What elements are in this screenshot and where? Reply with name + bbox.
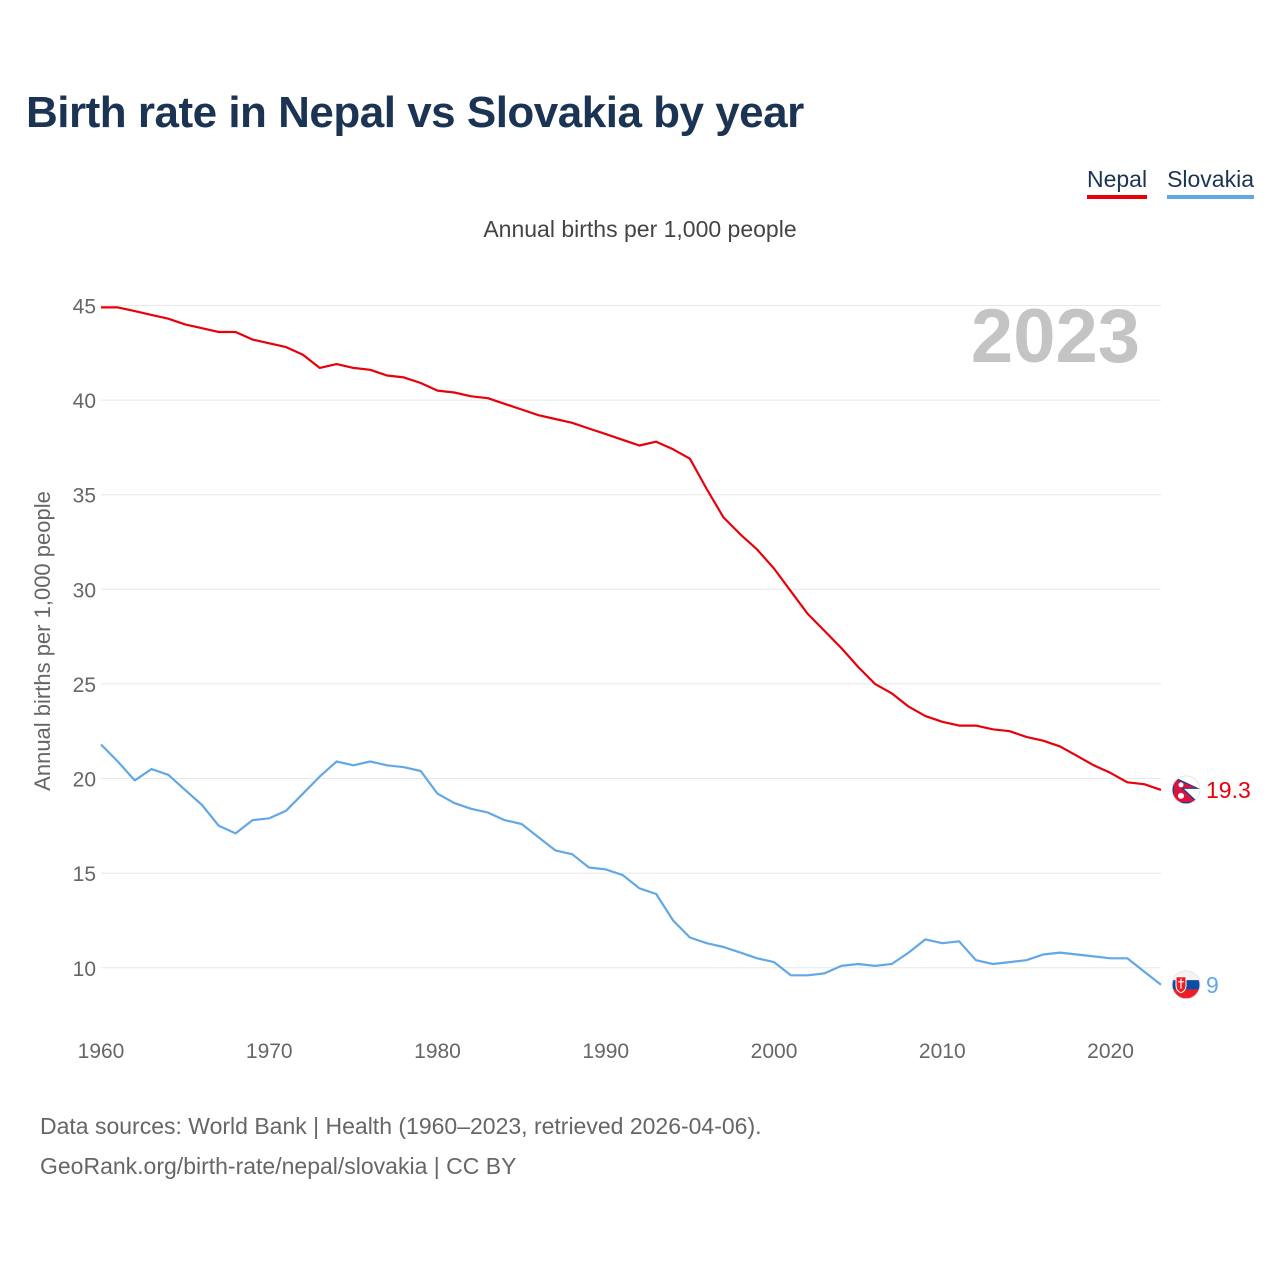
x-tick-2010: 2010: [919, 1040, 966, 1063]
series: [100, 306, 1162, 986]
x-tick-2000: 2000: [751, 1040, 798, 1063]
legend-item-slovakia[interactable]: Slovakia: [1167, 166, 1254, 199]
highlight-year: 2023: [971, 294, 1140, 379]
legend: Nepal Slovakia: [1086, 166, 1254, 199]
footer-sources: Data sources: World Bank | Health (1960–…: [40, 1113, 762, 1139]
chart-subtitle: Annual births per 1,000 people: [483, 216, 797, 242]
x-tick-1970: 1970: [246, 1040, 293, 1063]
y-tick-10: 10: [73, 958, 96, 981]
chart-title: Birth rate in Nepal vs Slovakia by year: [26, 88, 804, 137]
y-tick-20: 20: [73, 769, 96, 792]
x-axis-ticks: 1960 1970 1980 1990 2000 2010 2020: [78, 1040, 1134, 1063]
end-markers: 19.39: [1171, 775, 1251, 1000]
footer: Data sources: World Bank | Health (1960–…: [40, 1106, 762, 1186]
x-tick-2020: 2020: [1087, 1040, 1134, 1063]
x-tick-1960: 1960: [78, 1040, 125, 1063]
x-tick-1980: 1980: [414, 1040, 461, 1063]
y-axis-ticks: 10 15 20 25 30 35 40 45: [73, 295, 96, 980]
y-tick-35: 35: [73, 485, 96, 508]
legend-item-nepal[interactable]: Nepal: [1086, 166, 1148, 199]
footer-attribution: GeoRank.org/birth-rate/nepal/slovakia | …: [40, 1153, 517, 1179]
gridlines: [101, 304, 1161, 969]
end-label-slovakia: 9: [1206, 972, 1219, 998]
series-line-nepal: [101, 306, 1162, 791]
y-tick-30: 30: [73, 579, 96, 602]
y-tick-45: 45: [73, 295, 96, 318]
y-tick-40: 40: [73, 390, 96, 413]
series-line-slovakia: [100, 743, 1162, 986]
y-tick-25: 25: [73, 674, 96, 697]
flag-slovakia-icon: [1171, 970, 1201, 1000]
flag-nepal-icon: [1171, 775, 1201, 805]
y-axis-label: Annual births per 1,000 people: [30, 491, 55, 791]
end-label-nepal: 19.3: [1206, 777, 1251, 803]
x-tick-1990: 1990: [582, 1040, 629, 1063]
y-tick-15: 15: [73, 863, 96, 886]
